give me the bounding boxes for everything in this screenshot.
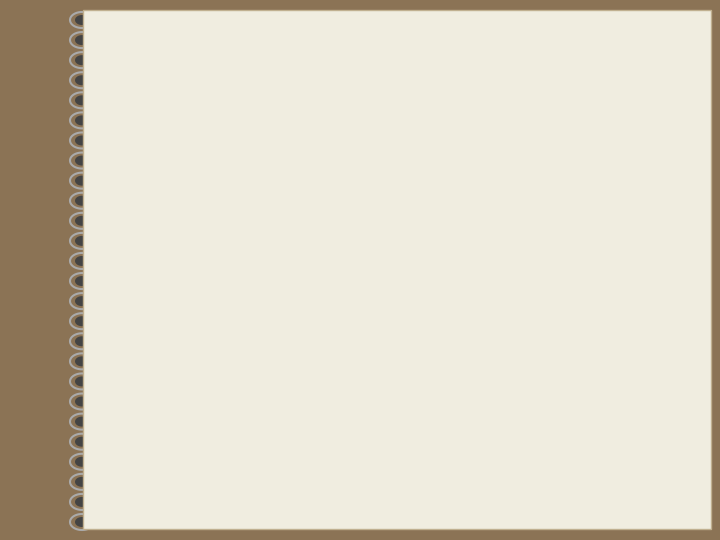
Polygon shape bbox=[75, 256, 89, 266]
Polygon shape bbox=[75, 15, 89, 25]
Text: The geometric figure traced by the sum of the electric
field vectors over time i: The geometric figure traced by the sum o… bbox=[162, 340, 653, 458]
Polygon shape bbox=[75, 517, 89, 527]
Polygon shape bbox=[75, 396, 89, 407]
Polygon shape bbox=[75, 236, 89, 246]
Polygon shape bbox=[75, 136, 89, 145]
Text: An electromagnetic wave is frequently composed of
(or can be broken down into) t: An electromagnetic wave is frequently co… bbox=[162, 180, 666, 323]
Polygon shape bbox=[75, 497, 89, 507]
Polygon shape bbox=[75, 276, 89, 286]
Polygon shape bbox=[75, 376, 89, 387]
Polygon shape bbox=[75, 356, 89, 366]
Polygon shape bbox=[75, 156, 89, 166]
Polygon shape bbox=[75, 316, 89, 326]
Polygon shape bbox=[75, 437, 89, 447]
Polygon shape bbox=[75, 477, 89, 487]
Polygon shape bbox=[75, 216, 89, 226]
Polygon shape bbox=[75, 457, 89, 467]
Polygon shape bbox=[75, 296, 89, 306]
Text: •: • bbox=[141, 340, 155, 364]
Polygon shape bbox=[75, 195, 89, 206]
Polygon shape bbox=[75, 176, 89, 186]
Polygon shape bbox=[75, 336, 89, 346]
Polygon shape bbox=[75, 96, 89, 105]
Text: Types of Polarization: Types of Polarization bbox=[144, 52, 696, 98]
Polygon shape bbox=[75, 55, 89, 65]
Polygon shape bbox=[75, 75, 89, 85]
Polygon shape bbox=[75, 116, 89, 125]
Text: •: • bbox=[141, 180, 155, 204]
Polygon shape bbox=[75, 416, 89, 427]
Polygon shape bbox=[75, 35, 89, 45]
